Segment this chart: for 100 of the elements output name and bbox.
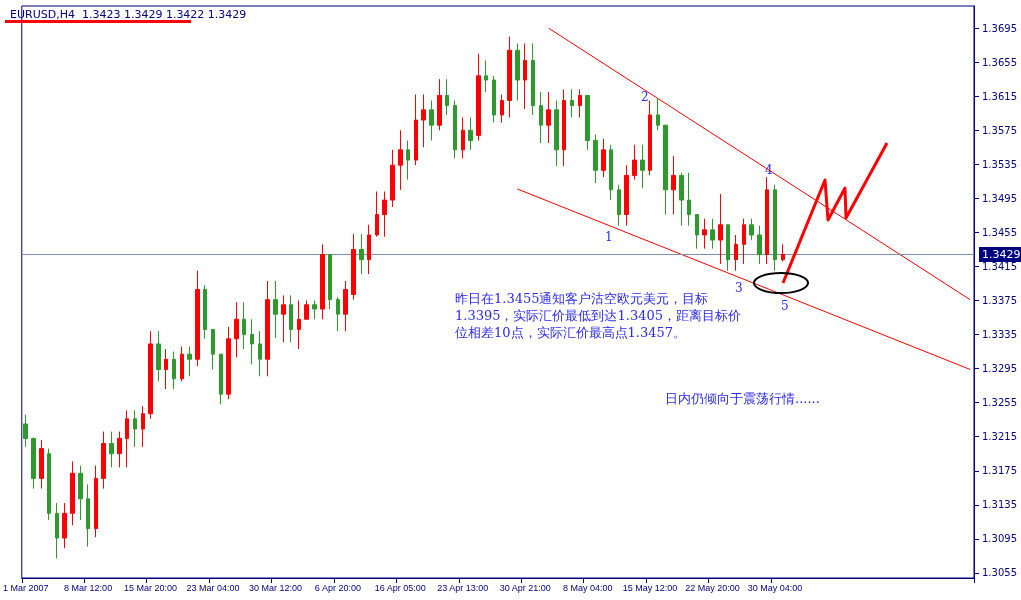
candlestick	[398, 129, 403, 191]
y-tick-label: 1.3055	[982, 567, 1017, 579]
candlestick	[172, 351, 176, 390]
candlestick	[281, 294, 286, 343]
annotation: 日内仍倾向于震荡行情......	[665, 391, 820, 406]
candlestick	[109, 431, 114, 468]
candlestick	[546, 91, 551, 144]
x-tick-label: 30 Apr 21:00	[499, 582, 551, 593]
candlestick	[226, 326, 231, 400]
candlestick	[62, 502, 67, 549]
candlestick	[31, 437, 36, 490]
candlestick	[351, 233, 356, 301]
x-tick-label: 1 Mar 2007	[2, 582, 49, 593]
candlestick	[663, 124, 668, 216]
candlestick	[265, 280, 270, 377]
candlestick	[765, 176, 769, 265]
annotation: 5	[781, 298, 789, 313]
candlestick	[273, 280, 278, 339]
candlestick	[617, 184, 621, 227]
x-tick-label: 30 Mar 12:00	[248, 582, 302, 593]
candlestick	[343, 280, 348, 332]
annotation: 1	[605, 229, 613, 244]
candlestick	[421, 94, 426, 148]
x-tick-label: 15 May 12:00	[622, 582, 678, 593]
candlestick	[695, 214, 699, 250]
candlestick	[86, 483, 90, 548]
candlestick	[312, 300, 317, 320]
candlestick	[640, 144, 645, 189]
candlestick	[507, 36, 512, 119]
candlestick	[101, 431, 106, 490]
y-tick-label: 1.3375	[982, 295, 1017, 307]
x-tick-label: 8 Mar 12:00	[64, 582, 113, 593]
y-tick-label: 1.3655	[982, 56, 1017, 68]
candlestick	[718, 193, 723, 265]
candlestick	[726, 224, 730, 272]
y-tick-label: 1.3135	[982, 499, 1017, 511]
candlestick	[781, 243, 785, 262]
candlestick	[437, 78, 442, 131]
candlestick	[453, 99, 457, 159]
candlestick	[492, 75, 496, 124]
candlestick	[734, 234, 738, 272]
candlestick	[476, 53, 481, 141]
candlestick	[578, 88, 582, 119]
candlestick	[570, 88, 574, 119]
candlestick	[289, 294, 293, 343]
y-tick-label: 1.3095	[982, 533, 1017, 545]
candlestick	[141, 405, 145, 448]
candlestick	[742, 218, 746, 265]
candlestick	[156, 330, 161, 382]
x-tick-label: 23 Mar 04:00	[186, 582, 240, 593]
candlestick	[773, 184, 777, 272]
candlestick	[23, 414, 28, 448]
x-tick-label: 22 May 20:00	[685, 582, 740, 593]
candlestick	[656, 97, 660, 131]
candlestick	[624, 164, 629, 227]
candlestick	[539, 91, 543, 144]
candlestick	[406, 139, 410, 181]
candlestick	[55, 502, 59, 559]
candlestick	[180, 345, 184, 382]
candlestick	[468, 117, 473, 151]
candlestick	[234, 301, 239, 359]
annotation: 2	[641, 89, 649, 104]
candlestick	[702, 218, 707, 250]
y-tick-label: 1.3295	[982, 363, 1017, 375]
candlestick	[242, 301, 246, 350]
candlestick	[375, 191, 379, 238]
candlestick	[219, 353, 223, 405]
candlestick	[164, 348, 168, 390]
candlestick	[328, 254, 332, 310]
candlestick	[125, 409, 129, 468]
x-tick-label: 8 May 04:00	[562, 582, 613, 593]
candlestick	[484, 59, 488, 93]
candlestick	[562, 88, 566, 167]
y-tick-label: 1.3255	[982, 397, 1017, 409]
y-tick-label: 1.3215	[982, 431, 1017, 443]
candlestick	[382, 191, 387, 238]
candlestick	[203, 284, 207, 340]
candlestick	[515, 42, 520, 101]
candlestick	[94, 465, 98, 538]
candlestick	[601, 138, 606, 178]
candlestick	[648, 99, 652, 176]
candlestick	[187, 345, 192, 377]
candlestick	[554, 99, 559, 167]
candlestick	[320, 243, 325, 320]
y-tick-label: 1.3335	[982, 329, 1017, 341]
x-tick-label: 6 Apr 20:00	[314, 582, 361, 593]
y-tick-label: 1.3175	[982, 465, 1017, 477]
y-tick-label: 1.3575	[982, 124, 1017, 136]
candlestick	[429, 99, 434, 141]
candlestick	[523, 42, 527, 110]
candlestick	[39, 439, 44, 490]
x-tick-label: 15 Mar 20:00	[124, 582, 178, 593]
candlestick	[671, 155, 676, 216]
candlestick	[445, 78, 449, 116]
x-tick-label: 30 May 04:00	[747, 582, 803, 593]
candlestick	[531, 42, 535, 116]
candlestick	[195, 270, 200, 367]
candlestick	[250, 318, 254, 365]
candlestick	[47, 448, 51, 521]
y-tick-label: 1.3535	[982, 158, 1017, 170]
